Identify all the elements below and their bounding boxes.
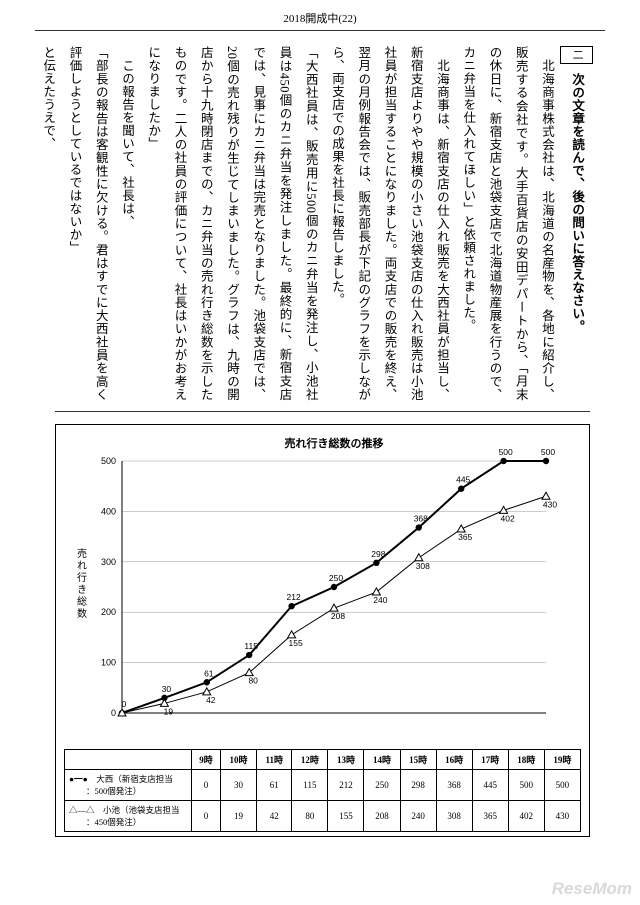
- data-table: 9時10時11時12時13時14時15時16時17時18時19時 ●━● 大西（…: [64, 749, 581, 832]
- svg-text:売れ行き総数の推移: 売れ行き総数の推移: [285, 436, 384, 450]
- svg-text:売: 売: [77, 547, 87, 560]
- svg-text:80: 80: [248, 676, 258, 686]
- series-label: △―△ 小池（池袋支店担当 ：450個発注）: [65, 801, 192, 832]
- svg-text:0: 0: [122, 699, 127, 709]
- svg-text:300: 300: [101, 557, 116, 567]
- chart-section: 売れ行き総数の推移0100200300400500売れ行き総数030611152…: [55, 411, 590, 837]
- time-header: 16時: [436, 750, 472, 770]
- data-cell: 500: [508, 770, 544, 801]
- svg-text:155: 155: [289, 638, 303, 648]
- svg-text:368: 368: [414, 514, 428, 524]
- data-cell: 368: [436, 770, 472, 801]
- svg-text:308: 308: [416, 561, 430, 571]
- svg-text:402: 402: [501, 513, 515, 523]
- paragraph: この報告を聞いて、社長は、: [114, 46, 140, 401]
- data-cell: 61: [257, 770, 292, 801]
- svg-text:500: 500: [541, 447, 555, 457]
- time-header: 14時: [364, 750, 400, 770]
- paragraph: 「部長の報告は客観性に欠ける。君はすでに大西社員を高く評価しようとしているではな…: [61, 46, 114, 401]
- question-number: 二: [560, 46, 593, 64]
- passage-text: 二 次の文章を読んで、後の問いに答えなさい。 北海商事株式会社は、北海道の名産物…: [35, 46, 593, 401]
- series-label: ●━● 大西（新宿支店担当 ：500個発注）: [65, 770, 192, 801]
- data-cell: 250: [364, 770, 400, 801]
- svg-text:れ: れ: [77, 560, 87, 572]
- svg-text:き: き: [77, 584, 87, 596]
- svg-text:445: 445: [456, 475, 470, 485]
- data-cell: 212: [328, 770, 364, 801]
- data-cell: 155: [328, 801, 364, 832]
- svg-text:100: 100: [101, 658, 116, 668]
- svg-text:総: 総: [77, 595, 87, 608]
- time-header: 12時: [292, 750, 328, 770]
- data-cell: 30: [221, 770, 257, 801]
- svg-text:500: 500: [101, 456, 116, 466]
- page-header: 2018開成中(22): [35, 0, 605, 31]
- line-chart: 売れ行き総数の推移 0 100 200 300 400 500 売れ行き総数 0 30 61 115 2…: [64, 433, 564, 743]
- svg-text:250: 250: [329, 573, 343, 583]
- data-cell: 430: [544, 801, 580, 832]
- svg-text:200: 200: [101, 607, 116, 617]
- data-cell: 115: [292, 770, 328, 801]
- svg-text:42: 42: [206, 695, 216, 705]
- data-cell: 19: [221, 801, 257, 832]
- data-cell: 365: [472, 801, 508, 832]
- svg-text:365: 365: [458, 532, 472, 542]
- data-cell: 208: [364, 801, 400, 832]
- data-cell: 42: [257, 801, 292, 832]
- data-cell: 500: [544, 770, 580, 801]
- data-cell: 80: [292, 801, 328, 832]
- watermark: ReseMom: [552, 879, 632, 899]
- data-cell: 308: [436, 801, 472, 832]
- svg-text:298: 298: [371, 549, 385, 559]
- time-header: 15時: [400, 750, 436, 770]
- time-header: 13時: [328, 750, 364, 770]
- svg-text:19: 19: [164, 706, 174, 716]
- svg-text:208: 208: [331, 611, 345, 621]
- time-header: 11時: [257, 750, 292, 770]
- svg-text:数: 数: [77, 607, 87, 620]
- svg-text:30: 30: [162, 684, 172, 694]
- data-cell: 445: [472, 770, 508, 801]
- time-header: 17時: [472, 750, 508, 770]
- data-cell: 0: [192, 801, 221, 832]
- svg-text:115: 115: [244, 641, 258, 651]
- svg-text:61: 61: [204, 668, 214, 678]
- chart-box: 売れ行き総数の推移0100200300400500売れ行き総数030611152…: [55, 424, 590, 837]
- paragraph: と伝えたうえで、: [35, 46, 61, 401]
- paragraph: 「大西社員は、販売用に500個のカニ弁当を発注し、小池社員は450個のカニ弁当を…: [140, 46, 324, 401]
- svg-text:0: 0: [111, 708, 116, 718]
- svg-text:212: 212: [287, 592, 301, 602]
- paragraph: 北海商事は、新宿支店の仕入れ販売を大西社員が担当し、新宿支店よりやや規模の小さい…: [324, 46, 455, 401]
- svg-text:500: 500: [499, 447, 513, 457]
- svg-text:430: 430: [543, 499, 557, 509]
- svg-text:240: 240: [373, 595, 387, 605]
- data-cell: 0: [192, 770, 221, 801]
- time-header: 18時: [508, 750, 544, 770]
- data-cell: 240: [400, 801, 436, 832]
- time-header: 10時: [221, 750, 257, 770]
- paragraph: 北海商事株式会社は、北海道の名産物を、各地に紹介し、販売する会社です。大手百貨店…: [455, 46, 560, 401]
- data-cell: 402: [508, 801, 544, 832]
- svg-text:400: 400: [101, 506, 116, 516]
- svg-text:行: 行: [77, 571, 87, 584]
- time-header: 19時: [544, 750, 580, 770]
- instruction: 次の文章を読んで、後の問いに答えなさい。: [570, 73, 584, 333]
- data-cell: 298: [400, 770, 436, 801]
- time-header: 9時: [192, 750, 221, 770]
